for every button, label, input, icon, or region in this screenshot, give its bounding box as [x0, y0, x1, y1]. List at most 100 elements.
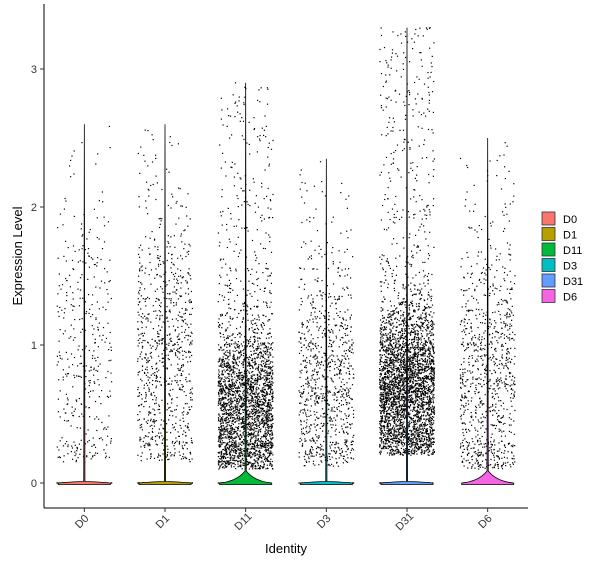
- data-point: [220, 388, 222, 390]
- data-point: [223, 349, 225, 351]
- data-point: [172, 388, 174, 391]
- data-point: [141, 358, 143, 360]
- data-point: [220, 118, 222, 120]
- data-point: [335, 419, 337, 421]
- data-point: [177, 314, 179, 316]
- data-point: [252, 344, 254, 346]
- data-point: [314, 426, 316, 428]
- data-point: [189, 452, 191, 454]
- data-point: [269, 374, 271, 376]
- data-point: [179, 454, 181, 456]
- data-point: [242, 361, 244, 363]
- data-point: [239, 376, 241, 378]
- data-point: [175, 304, 177, 306]
- data-point: [190, 301, 192, 303]
- data-point: [238, 410, 240, 412]
- data-point: [347, 237, 349, 239]
- data-point: [93, 444, 95, 446]
- data-point: [166, 168, 168, 170]
- data-point: [246, 444, 249, 446]
- data-point: [266, 445, 268, 447]
- data-point: [312, 460, 315, 462]
- data-point: [250, 273, 252, 276]
- data-point: [228, 383, 230, 385]
- data-point: [340, 411, 342, 413]
- data-point: [172, 196, 174, 198]
- data-point: [178, 187, 180, 189]
- data-point: [138, 392, 141, 394]
- data-point: [141, 365, 144, 367]
- data-point: [147, 419, 149, 422]
- data-point: [241, 444, 243, 446]
- data-point: [223, 402, 225, 404]
- data-point: [267, 156, 269, 158]
- data-point: [261, 186, 263, 188]
- data-point: [259, 449, 261, 451]
- data-point: [71, 445, 73, 447]
- data-point: [70, 304, 72, 306]
- data-point: [257, 395, 259, 397]
- data-point: [223, 390, 225, 392]
- data-point: [337, 298, 339, 300]
- data-point: [219, 314, 222, 316]
- data-point: [268, 163, 270, 165]
- data-point: [252, 347, 254, 349]
- data-point: [235, 450, 238, 453]
- data-point: [238, 377, 240, 379]
- data-point: [220, 389, 222, 391]
- data-point: [240, 426, 243, 428]
- data-point: [181, 364, 183, 367]
- data-point: [313, 370, 315, 372]
- data-point: [219, 431, 221, 433]
- data-point: [262, 441, 264, 443]
- data-point: [264, 394, 267, 396]
- data-point: [225, 430, 227, 433]
- data-point: [259, 421, 261, 423]
- data-point: [224, 392, 226, 394]
- data-point: [139, 301, 141, 303]
- data-point: [237, 403, 239, 405]
- data-point: [335, 441, 337, 443]
- data-point: [229, 445, 231, 447]
- data-point: [329, 362, 331, 364]
- data-point: [246, 440, 248, 442]
- data-point: [78, 415, 80, 418]
- data-point: [321, 305, 323, 307]
- data-point: [226, 365, 228, 367]
- data-point: [248, 448, 250, 450]
- data-point: [173, 426, 176, 428]
- data-point: [254, 453, 256, 455]
- data-point: [173, 264, 175, 266]
- data-point: [231, 442, 234, 444]
- data-point: [80, 448, 82, 450]
- data-point: [247, 423, 249, 425]
- data-point: [92, 437, 94, 439]
- data-point: [246, 142, 248, 144]
- data-point: [64, 330, 66, 332]
- data-point: [227, 398, 229, 400]
- data-point: [150, 418, 152, 420]
- data-point: [257, 465, 259, 467]
- data-point: [257, 439, 259, 441]
- data-point: [270, 447, 272, 449]
- data-point: [339, 360, 341, 362]
- data-point: [225, 403, 227, 405]
- data-point: [256, 367, 258, 369]
- data-point: [93, 381, 95, 383]
- data-point: [103, 216, 105, 218]
- data-point: [269, 417, 271, 419]
- data-point: [67, 444, 69, 446]
- data-point: [222, 461, 225, 463]
- data-point: [258, 447, 260, 449]
- data-point: [88, 370, 90, 372]
- data-point: [261, 404, 263, 407]
- data-point: [228, 418, 230, 420]
- data-point: [222, 463, 224, 465]
- data-point: [321, 332, 323, 334]
- data-point: [148, 390, 150, 392]
- data-point: [267, 360, 269, 362]
- data-point: [305, 412, 307, 414]
- data-point: [227, 303, 230, 305]
- data-point: [254, 403, 256, 405]
- data-point: [225, 466, 227, 468]
